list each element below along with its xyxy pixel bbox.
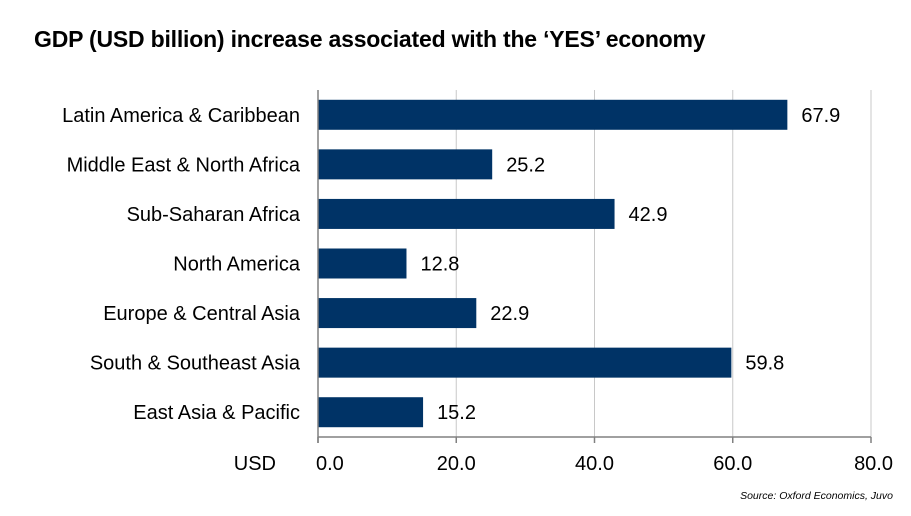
category-label: Latin America & Caribbean (62, 105, 300, 127)
data-label: 67.9 (801, 105, 840, 127)
bar (318, 149, 493, 180)
x-tick-label: 40.0 (575, 453, 614, 475)
x-axis-label: USD (234, 453, 276, 475)
bar (318, 99, 788, 130)
category-label: South & Southeast Asia (90, 353, 301, 375)
bar (318, 347, 732, 378)
x-tick-label: 80.0 (854, 453, 893, 475)
x-tick-label: 60.0 (713, 453, 752, 475)
chart-title: GDP (USD billion) increase associated wi… (34, 26, 706, 52)
data-label: 22.9 (490, 303, 529, 325)
category-label: Sub-Saharan Africa (127, 204, 301, 226)
bar (318, 198, 615, 229)
data-label: 25.2 (506, 154, 545, 176)
category-label: Middle East & North Africa (67, 154, 301, 176)
category-label: Europe & Central Asia (103, 303, 301, 325)
data-label: 15.2 (437, 402, 476, 424)
data-label: 12.8 (420, 254, 459, 276)
bar (318, 298, 477, 329)
bar (318, 397, 424, 428)
data-label: 42.9 (629, 204, 668, 226)
source-note: Source: Oxford Economics, Juvo (740, 490, 893, 502)
data-label: 59.8 (745, 353, 784, 375)
bar (318, 248, 407, 279)
x-tick-label: 20.0 (437, 453, 476, 475)
x-tick-label: 0.0 (316, 453, 344, 475)
category-label: East Asia & Pacific (133, 402, 300, 424)
category-label: North America (173, 254, 301, 276)
